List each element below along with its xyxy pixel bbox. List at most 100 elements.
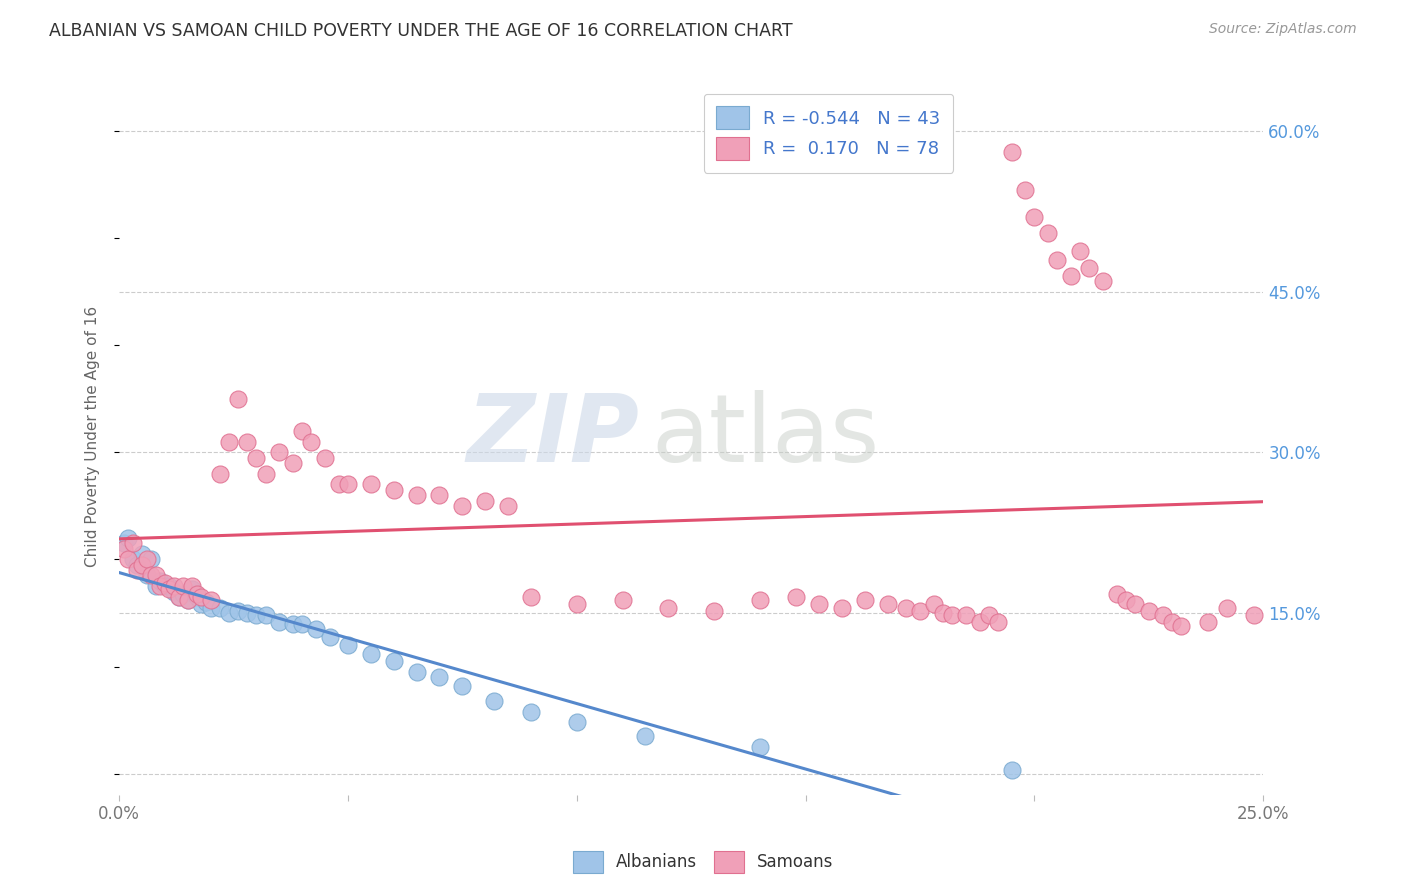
Point xyxy=(157,579,180,593)
Point xyxy=(1046,252,1069,267)
Point xyxy=(181,582,204,597)
Point xyxy=(748,593,770,607)
Point xyxy=(853,593,876,607)
Point xyxy=(218,606,240,620)
Point xyxy=(877,598,900,612)
Point xyxy=(236,606,259,620)
Point xyxy=(200,593,222,607)
Point xyxy=(163,584,186,599)
Point xyxy=(112,541,135,556)
Point xyxy=(336,477,359,491)
Point xyxy=(131,547,153,561)
Point xyxy=(186,587,208,601)
Point xyxy=(1137,604,1160,618)
Point xyxy=(254,608,277,623)
Legend: Albanians, Samoans: Albanians, Samoans xyxy=(567,845,839,880)
Point xyxy=(451,499,474,513)
Point xyxy=(127,563,149,577)
Y-axis label: Child Poverty Under the Age of 16: Child Poverty Under the Age of 16 xyxy=(86,306,100,566)
Point xyxy=(1014,183,1036,197)
Point xyxy=(135,568,157,582)
Point xyxy=(139,552,162,566)
Point xyxy=(1152,608,1174,623)
Point xyxy=(172,587,194,601)
Point xyxy=(153,576,176,591)
Point xyxy=(226,604,249,618)
Point xyxy=(190,590,212,604)
Point xyxy=(955,608,977,623)
Point xyxy=(657,600,679,615)
Point xyxy=(1024,210,1046,224)
Point xyxy=(121,552,143,566)
Point xyxy=(172,579,194,593)
Point xyxy=(245,450,267,465)
Text: ALBANIAN VS SAMOAN CHILD POVERTY UNDER THE AGE OF 16 CORRELATION CHART: ALBANIAN VS SAMOAN CHILD POVERTY UNDER T… xyxy=(49,22,793,40)
Point xyxy=(218,434,240,449)
Point xyxy=(181,579,204,593)
Point xyxy=(382,654,405,668)
Point xyxy=(520,705,543,719)
Point xyxy=(200,600,222,615)
Point xyxy=(1000,145,1022,160)
Point xyxy=(1115,593,1137,607)
Point xyxy=(177,593,200,607)
Point xyxy=(808,598,831,612)
Point xyxy=(305,622,328,636)
Point xyxy=(405,488,427,502)
Point xyxy=(1092,274,1115,288)
Point xyxy=(1123,598,1146,612)
Text: Source: ZipAtlas.com: Source: ZipAtlas.com xyxy=(1209,22,1357,37)
Text: ZIP: ZIP xyxy=(467,391,640,483)
Point xyxy=(1215,600,1237,615)
Point xyxy=(831,600,853,615)
Point xyxy=(565,598,588,612)
Point xyxy=(1038,226,1060,240)
Point xyxy=(131,558,153,572)
Point xyxy=(269,615,291,629)
Point xyxy=(153,579,176,593)
Point xyxy=(226,392,249,406)
Point xyxy=(318,630,340,644)
Point xyxy=(117,531,139,545)
Point xyxy=(1069,244,1091,258)
Point xyxy=(1000,764,1022,778)
Point xyxy=(429,670,451,684)
Point xyxy=(1105,587,1128,601)
Point xyxy=(121,536,143,550)
Point xyxy=(1078,261,1101,276)
Point xyxy=(565,715,588,730)
Point xyxy=(496,499,519,513)
Point xyxy=(190,598,212,612)
Point xyxy=(149,579,172,593)
Point xyxy=(299,434,322,449)
Point xyxy=(977,608,1000,623)
Point xyxy=(145,579,167,593)
Point xyxy=(922,598,945,612)
Point xyxy=(177,593,200,607)
Point xyxy=(484,694,506,708)
Point xyxy=(163,579,186,593)
Point xyxy=(236,434,259,449)
Point xyxy=(987,615,1010,629)
Point xyxy=(703,604,725,618)
Legend: R = -0.544   N = 43, R =  0.170   N = 78: R = -0.544 N = 43, R = 0.170 N = 78 xyxy=(704,94,953,172)
Text: atlas: atlas xyxy=(651,391,879,483)
Point xyxy=(195,595,218,609)
Point xyxy=(117,552,139,566)
Point xyxy=(634,729,657,743)
Point xyxy=(908,604,931,618)
Point xyxy=(254,467,277,481)
Point xyxy=(167,590,190,604)
Point xyxy=(1160,615,1182,629)
Point xyxy=(208,600,231,615)
Point xyxy=(186,590,208,604)
Point xyxy=(1060,268,1083,283)
Point xyxy=(451,679,474,693)
Point xyxy=(429,488,451,502)
Point xyxy=(328,477,350,491)
Point xyxy=(135,552,157,566)
Point xyxy=(127,558,149,572)
Point xyxy=(405,665,427,679)
Point xyxy=(112,536,135,550)
Point xyxy=(1197,615,1219,629)
